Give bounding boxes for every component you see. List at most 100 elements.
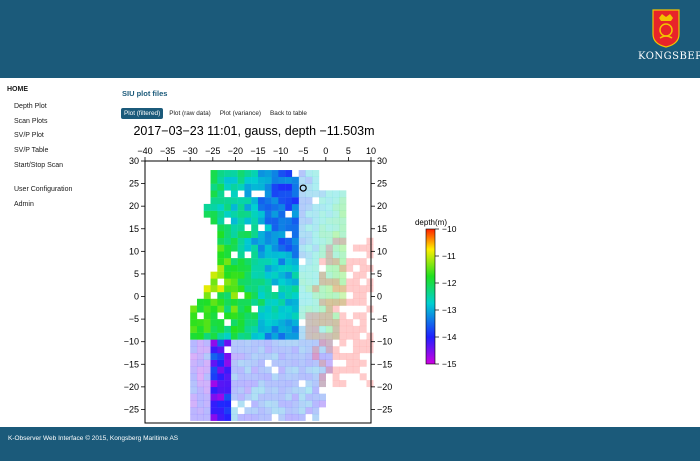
heatmap-cell <box>264 292 272 299</box>
heatmap-cell <box>264 393 272 401</box>
heatmap-cell <box>285 258 293 266</box>
heatmap-cell <box>258 352 265 360</box>
heatmap-cell <box>339 217 347 225</box>
heatmap-cell <box>278 264 286 272</box>
heatmap-cell <box>271 400 279 408</box>
tab-plot-filtered[interactable]: Plot (filtered) <box>121 108 164 119</box>
heatmap-cell-shallow <box>366 346 374 354</box>
heatmap-cell-shallow <box>305 332 313 340</box>
heatmap-cell <box>312 170 320 178</box>
heatmap-cell <box>251 210 259 218</box>
heatmap-cell <box>210 305 218 313</box>
heatmap-cell <box>210 380 218 388</box>
heatmap-cell <box>210 190 218 198</box>
heatmap-cell <box>224 176 232 184</box>
heatmap-cell <box>264 176 272 184</box>
heatmap-cell <box>332 258 340 266</box>
y-tick-label-left: 10 <box>129 246 139 256</box>
nav-svp-plot[interactable]: SV/P Plot <box>14 132 44 140</box>
tab-back-to-table[interactable]: Back to table <box>270 110 307 117</box>
heatmap-cell <box>258 210 265 218</box>
heatmap-cell <box>325 210 333 218</box>
nav-svp-table[interactable]: SV/P Table <box>14 147 49 155</box>
heatmap-cell <box>244 312 252 320</box>
heatmap-cell-shallow <box>339 366 347 374</box>
heatmap-cell <box>305 373 313 381</box>
heatmap-cell <box>217 352 225 360</box>
heatmap-cell <box>339 298 347 306</box>
heatmap-cell <box>190 366 198 374</box>
heatmap-cell <box>325 339 333 347</box>
heatmap-cell <box>305 190 313 198</box>
nav-home[interactable]: HOME <box>7 86 28 93</box>
heatmap-cell <box>285 359 293 367</box>
heatmap-cell <box>196 319 204 327</box>
heatmap-cell <box>264 380 272 388</box>
kongsberg-logo[interactable]: KONGSBERG <box>638 8 700 72</box>
heatmap-cell <box>258 325 265 333</box>
heatmap-cell <box>264 312 272 320</box>
heatmap-cell <box>217 366 225 374</box>
heatmap-cell <box>319 319 326 327</box>
heatmap-cell <box>224 197 232 205</box>
heatmap-cell-shallow <box>312 285 320 293</box>
tab-plot-variance[interactable]: Plot (variance) <box>219 110 261 117</box>
heatmap-cell-shallow <box>366 278 374 286</box>
heatmap-cell <box>278 224 286 232</box>
heatmap-cell-shallow <box>332 373 340 381</box>
heatmap-cell <box>190 325 198 333</box>
heatmap-cell <box>217 386 225 394</box>
heatmap-cell-shallow <box>346 285 354 293</box>
heatmap-cell <box>230 190 238 198</box>
nav-scan-plots[interactable]: Scan Plots <box>14 117 48 125</box>
heatmap-cell <box>244 319 252 327</box>
heatmap-cell <box>312 373 320 381</box>
heatmap-cell <box>291 251 299 259</box>
heatmap-cell <box>264 407 272 415</box>
heatmap-cell <box>305 197 313 205</box>
heatmap-cell <box>230 258 238 266</box>
heatmap-cell <box>244 352 252 360</box>
x-tick-label: −15 <box>250 146 265 156</box>
tab-plot-raw-data[interactable]: Plot (raw data) <box>169 110 211 117</box>
heatmap-cell <box>190 305 198 313</box>
heatmap-cell <box>244 210 252 218</box>
heatmap-cell <box>217 203 225 211</box>
heatmap-cell <box>298 292 306 299</box>
heatmap-cell-shallow <box>325 332 333 340</box>
x-tick-label: 10 <box>366 146 376 156</box>
heatmap-cell <box>196 373 204 381</box>
heatmap-cell <box>325 325 333 333</box>
heatmap-cell <box>319 224 326 232</box>
heatmap-cell <box>217 339 225 347</box>
heatmap-cell <box>224 298 232 306</box>
heatmap-cell <box>291 312 299 320</box>
heatmap-cell <box>319 359 326 367</box>
heatmap-cell <box>325 319 333 327</box>
heatmap-cell <box>224 170 232 178</box>
heatmap-cell <box>203 305 211 313</box>
heatmap-cell-shallow <box>339 298 347 306</box>
brand-name: KONGSBERG <box>638 51 700 62</box>
heatmap-cell <box>251 393 259 401</box>
nav-depth-plot[interactable]: Depth Plot <box>14 103 47 110</box>
heatmap-cell <box>305 237 313 245</box>
heatmap-cell <box>237 237 245 245</box>
heatmap-cell-shallow <box>346 258 354 266</box>
heatmap-cell <box>196 346 204 354</box>
nav-start-stop-scan[interactable]: Start/Stop Scan <box>14 161 64 169</box>
nav-admin[interactable]: Admin <box>14 201 34 209</box>
heatmap-cell <box>203 386 211 394</box>
heatmap-cell <box>271 224 279 232</box>
heatmap-cell <box>264 285 272 293</box>
heatmap-cell <box>237 217 245 225</box>
heatmap-cell <box>244 237 252 245</box>
heatmap-cell <box>298 312 306 320</box>
heatmap-cell <box>251 170 259 178</box>
heatmap-cell <box>264 183 272 191</box>
heatmap-cell <box>325 298 333 306</box>
heatmap-cell <box>237 305 245 313</box>
heatmap-cell <box>217 251 225 259</box>
nav-user-configuration[interactable]: User Configuration <box>14 186 73 194</box>
heatmap-cell <box>298 298 306 306</box>
